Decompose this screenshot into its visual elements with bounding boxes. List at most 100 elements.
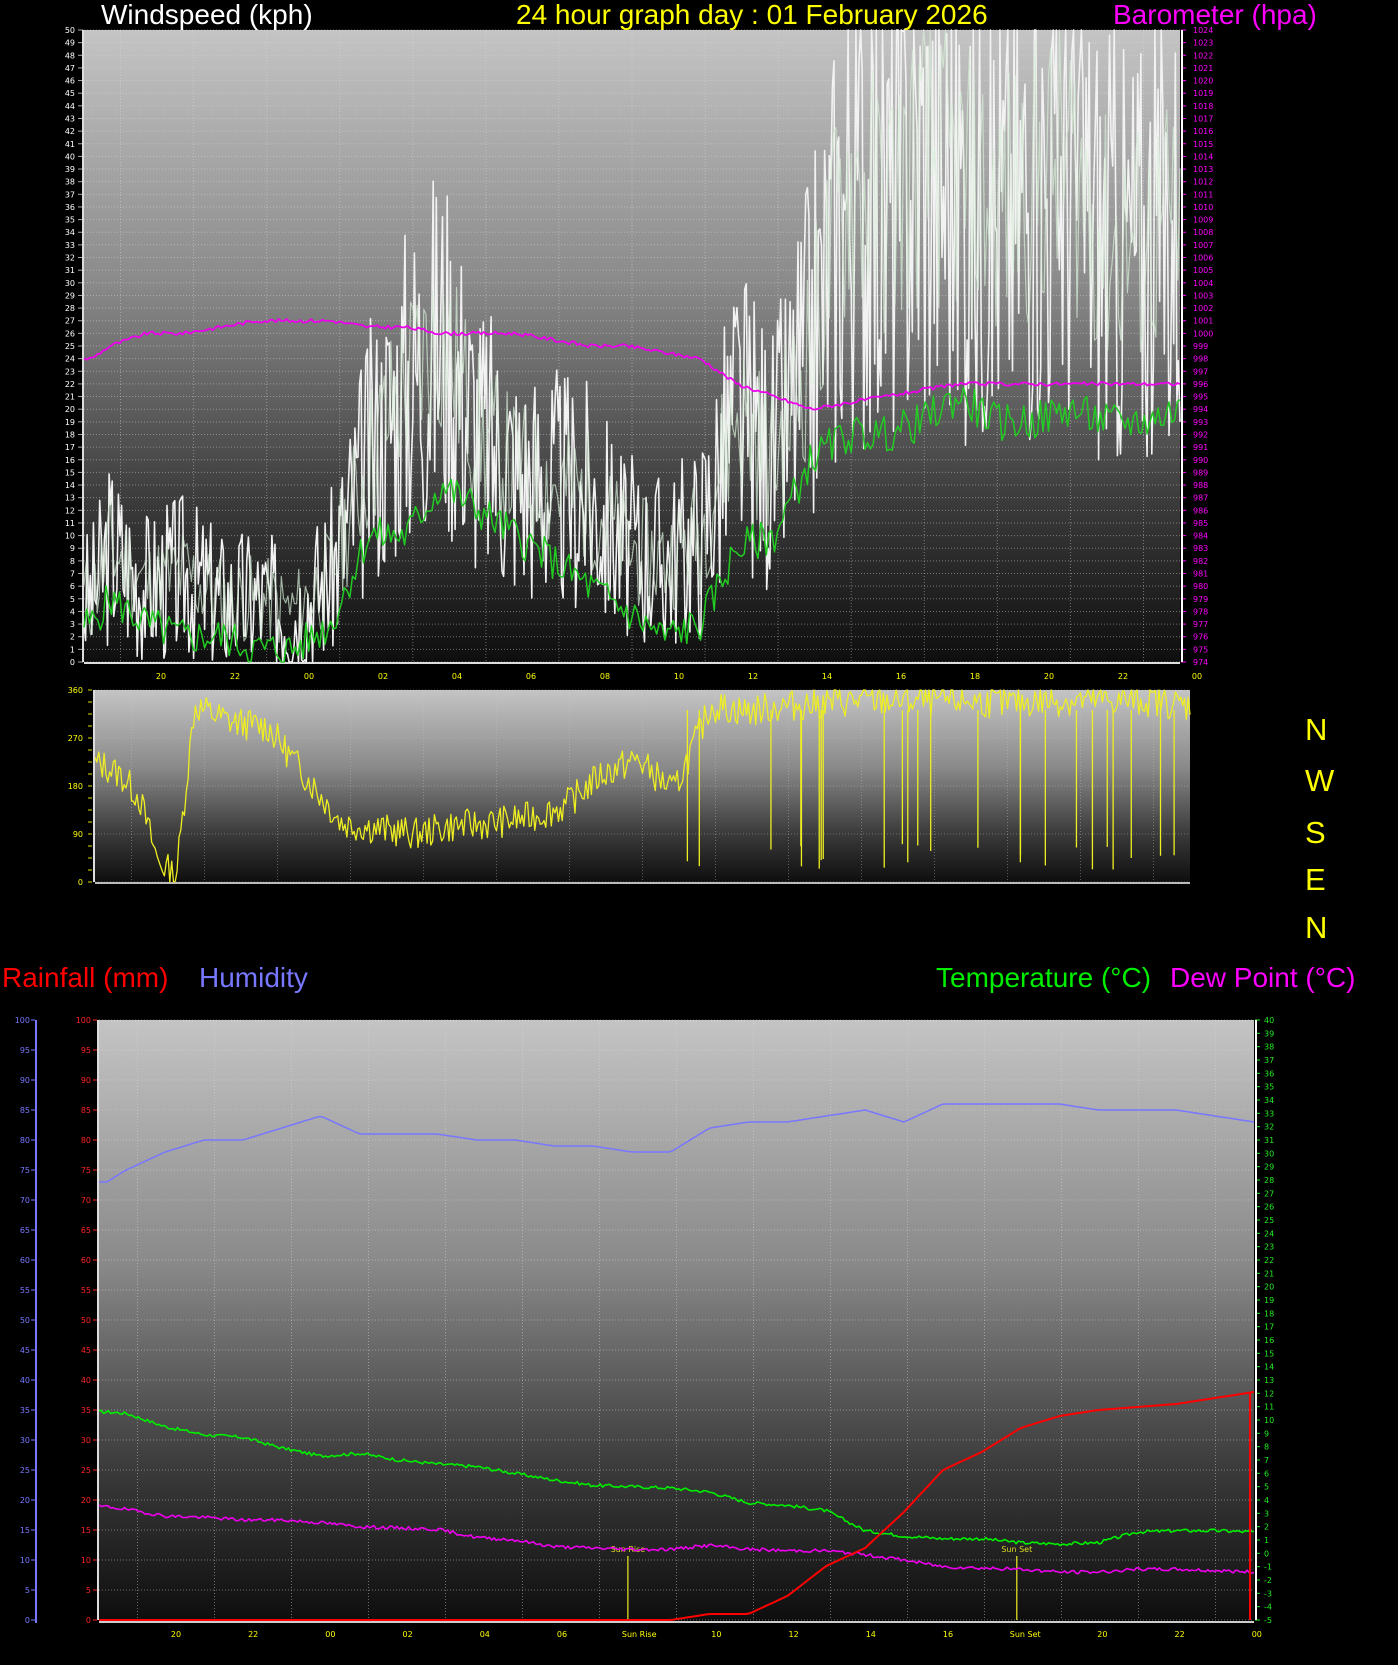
svg-text:1015: 1015 (1193, 140, 1213, 149)
svg-text:11: 11 (1264, 1403, 1274, 1412)
svg-text:986: 986 (1193, 506, 1208, 515)
svg-text:985: 985 (1193, 519, 1208, 528)
svg-text:80: 80 (20, 1136, 30, 1145)
svg-text:14: 14 (822, 672, 832, 681)
compass-n-top: N (1305, 712, 1328, 747)
svg-text:90: 90 (81, 1076, 91, 1085)
svg-text:-2: -2 (1264, 1576, 1272, 1585)
svg-text:30: 30 (65, 279, 75, 288)
svg-text:34: 34 (65, 228, 75, 237)
svg-text:1012: 1012 (1193, 178, 1213, 187)
svg-text:50: 50 (81, 1316, 91, 1325)
svg-text:20: 20 (81, 1496, 91, 1505)
svg-text:991: 991 (1193, 443, 1208, 452)
svg-text:02: 02 (403, 1630, 413, 1639)
svg-text:Sun Set: Sun Set (1010, 1630, 1041, 1639)
svg-text:12: 12 (789, 1630, 799, 1639)
windspeed-title: Windspeed (kph) (101, 0, 313, 30)
svg-text:17: 17 (65, 443, 75, 452)
svg-text:32: 32 (65, 254, 75, 263)
svg-text:28: 28 (1264, 1176, 1274, 1185)
svg-text:994: 994 (1193, 405, 1208, 414)
svg-text:34: 34 (1264, 1096, 1274, 1105)
windspeed-average-line (83, 387, 1181, 663)
humidity-title: Humidity (199, 962, 308, 993)
svg-text:37: 37 (1264, 1056, 1274, 1065)
svg-text:43: 43 (65, 114, 75, 123)
svg-text:10: 10 (1264, 1416, 1274, 1425)
svg-text:85: 85 (20, 1106, 30, 1115)
svg-text:20: 20 (171, 1630, 181, 1639)
svg-text:1016: 1016 (1193, 127, 1213, 136)
svg-text:989: 989 (1193, 468, 1208, 477)
svg-text:24: 24 (65, 355, 75, 364)
svg-text:15: 15 (65, 468, 75, 477)
humidity-line (99, 1103, 1255, 1183)
svg-text:976: 976 (1193, 633, 1208, 642)
svg-text:1005: 1005 (1193, 266, 1213, 275)
svg-text:65: 65 (81, 1226, 91, 1235)
svg-text:1000: 1000 (1193, 329, 1213, 338)
svg-text:1011: 1011 (1193, 190, 1213, 199)
svg-text:10: 10 (81, 1556, 91, 1565)
dewpoint-line (98, 1504, 1255, 1575)
svg-text:988: 988 (1193, 481, 1208, 490)
svg-text:46: 46 (65, 77, 75, 86)
svg-text:7: 7 (70, 570, 75, 579)
svg-text:5: 5 (86, 1586, 91, 1595)
svg-text:22: 22 (1118, 672, 1128, 681)
svg-text:984: 984 (1193, 532, 1208, 541)
svg-text:1013: 1013 (1193, 165, 1213, 174)
svg-text:993: 993 (1193, 418, 1208, 427)
svg-text:1024: 1024 (1193, 26, 1213, 35)
svg-text:0: 0 (70, 658, 75, 667)
svg-text:1023: 1023 (1193, 39, 1213, 48)
svg-text:55: 55 (81, 1286, 91, 1295)
svg-text:1006: 1006 (1193, 254, 1213, 263)
svg-text:1018: 1018 (1193, 102, 1213, 111)
svg-text:48: 48 (65, 51, 75, 60)
svg-text:26: 26 (1264, 1203, 1274, 1212)
svg-text:32: 32 (1264, 1123, 1274, 1132)
svg-text:39: 39 (65, 165, 75, 174)
barometer-title: Barometer (hpa) (1113, 0, 1317, 30)
svg-text:00: 00 (325, 1630, 335, 1639)
svg-text:33: 33 (1264, 1109, 1274, 1118)
svg-text:36: 36 (65, 203, 75, 212)
svg-text:45: 45 (65, 89, 75, 98)
compass-e: E (1305, 862, 1326, 897)
svg-text:29: 29 (65, 291, 75, 300)
svg-text:06: 06 (526, 672, 536, 681)
svg-text:5: 5 (1264, 1483, 1269, 1492)
svg-text:13: 13 (1264, 1376, 1274, 1385)
svg-text:55: 55 (20, 1286, 30, 1295)
svg-text:996: 996 (1193, 380, 1208, 389)
svg-text:75: 75 (81, 1166, 91, 1175)
svg-text:10: 10 (20, 1556, 30, 1565)
svg-text:00: 00 (1252, 1630, 1262, 1639)
svg-text:100: 100 (76, 1016, 91, 1025)
svg-text:27: 27 (1264, 1189, 1274, 1198)
svg-text:16: 16 (896, 672, 906, 681)
svg-text:04: 04 (480, 1630, 490, 1639)
svg-text:20: 20 (20, 1496, 30, 1505)
svg-text:49: 49 (65, 39, 75, 48)
svg-text:14: 14 (65, 481, 75, 490)
svg-text:10: 10 (674, 672, 684, 681)
svg-text:12: 12 (65, 506, 75, 515)
rainfall-title: Rainfall (mm) (2, 962, 169, 993)
svg-text:1: 1 (1264, 1536, 1269, 1545)
svg-text:06: 06 (557, 1630, 567, 1639)
svg-text:0: 0 (1264, 1549, 1269, 1558)
sun-annotation: Sun Set (1001, 1545, 1032, 1554)
svg-text:2: 2 (70, 633, 75, 642)
svg-text:25: 25 (20, 1466, 30, 1475)
svg-text:65: 65 (20, 1226, 30, 1235)
compass-s: S (1305, 815, 1326, 850)
svg-text:20: 20 (1044, 672, 1054, 681)
wind-direction-plot-area (95, 690, 1190, 882)
svg-text:20: 20 (1264, 1283, 1274, 1292)
windspeed-gust-line (83, 29, 1181, 663)
svg-text:987: 987 (1193, 494, 1208, 503)
svg-text:6: 6 (1264, 1469, 1269, 1478)
